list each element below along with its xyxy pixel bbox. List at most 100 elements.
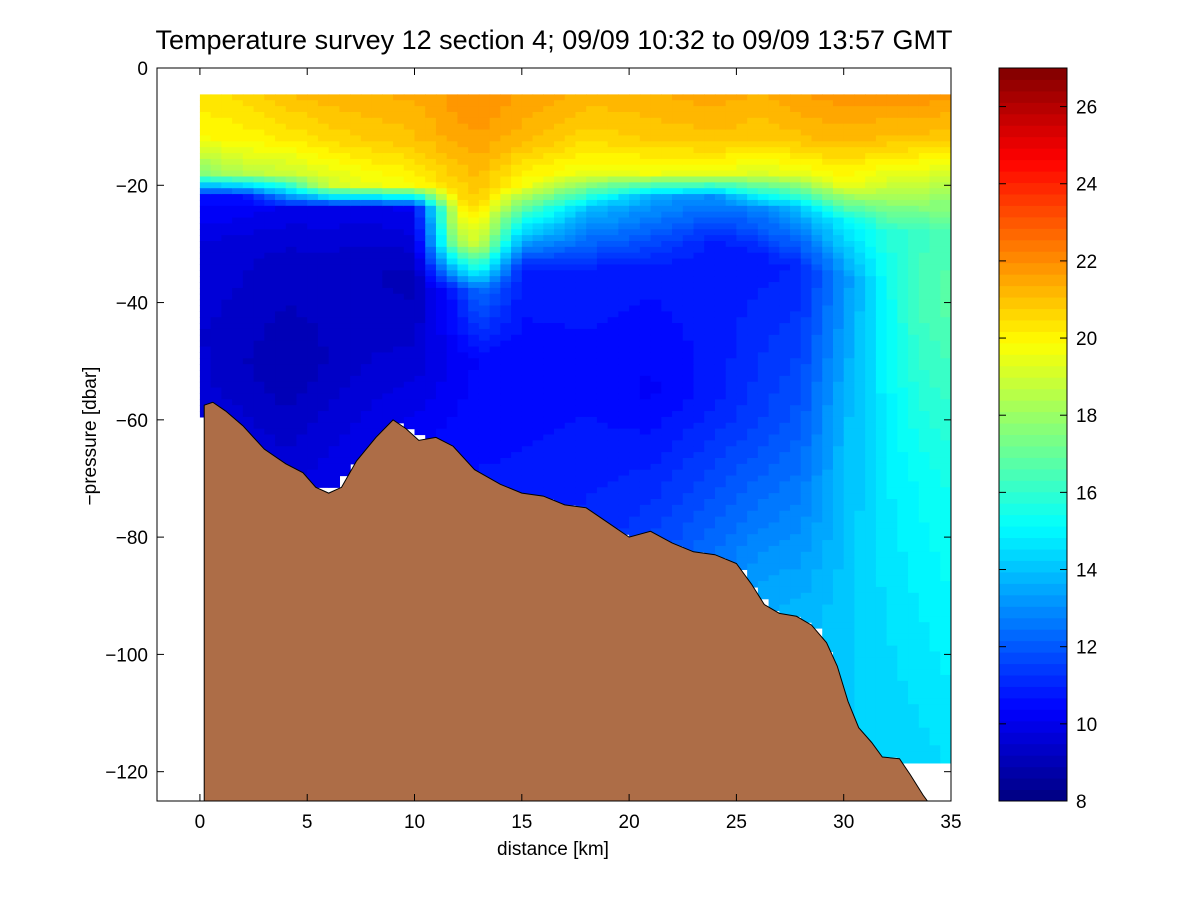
temperature-cell xyxy=(714,516,727,524)
temperature-cell xyxy=(714,123,727,131)
temperature-cell xyxy=(736,305,748,312)
temperature-cell xyxy=(693,375,705,383)
temperature-cell xyxy=(500,375,512,383)
temperature-cell xyxy=(199,370,212,377)
temperature-cell xyxy=(618,475,630,483)
temperature-cell xyxy=(661,499,673,506)
temperature-cell xyxy=(672,328,684,336)
temperature-cell xyxy=(586,422,598,430)
temperature-cell xyxy=(500,328,512,336)
temperature-cell xyxy=(875,452,888,459)
temperature-cell xyxy=(371,276,383,283)
temperature-cell xyxy=(350,141,362,148)
temperature-cell xyxy=(242,399,255,406)
temperature-cell xyxy=(328,282,341,289)
temperature-cell xyxy=(790,610,802,617)
temperature-cell xyxy=(843,510,856,518)
temperature-cell xyxy=(639,504,652,512)
temperature-cell xyxy=(232,323,244,330)
temperature-cell xyxy=(832,493,845,500)
temperature-cell xyxy=(586,493,598,500)
temperature-cell xyxy=(714,135,727,142)
temperature-cell xyxy=(403,375,416,383)
temperature-cell xyxy=(629,158,641,166)
temperature-cell xyxy=(865,610,877,617)
temperature-cell xyxy=(435,264,448,271)
temperature-cell xyxy=(360,123,373,131)
temperature-cell xyxy=(790,100,802,107)
temperature-cell xyxy=(596,276,609,283)
temperature-cell xyxy=(800,94,813,101)
temperature-cell xyxy=(350,364,362,371)
temperature-cell xyxy=(275,452,287,459)
temperature-cell xyxy=(854,622,866,629)
temperature-cell xyxy=(672,522,684,529)
temperature-cell xyxy=(650,258,662,266)
temperature-cell xyxy=(468,399,480,406)
temperature-cell xyxy=(779,598,791,606)
temperature-cell xyxy=(307,111,319,119)
temperature-cell xyxy=(350,317,362,324)
temperature-cell xyxy=(264,141,276,148)
temperature-cell xyxy=(897,381,909,389)
temperature-cell xyxy=(779,534,791,541)
temperature-cell xyxy=(757,352,770,359)
temperature-cell xyxy=(296,199,308,207)
temperature-cell xyxy=(607,434,619,441)
temperature-cell xyxy=(339,223,351,230)
temperature-cell xyxy=(285,311,298,318)
temperature-cell xyxy=(822,153,834,160)
temperature-cell xyxy=(768,229,780,236)
temperature-cell xyxy=(886,211,898,219)
temperature-cell xyxy=(317,340,330,348)
temperature-cell xyxy=(382,340,394,348)
temperature-cell xyxy=(296,405,308,412)
temperature-cell xyxy=(790,575,802,582)
temperature-cell xyxy=(339,106,351,113)
temperature-cell xyxy=(489,428,501,436)
temperature-cell xyxy=(682,223,695,230)
temperature-cell xyxy=(307,352,319,359)
temperature-cell xyxy=(854,111,866,119)
temperature-cell xyxy=(629,211,641,219)
temperature-cell xyxy=(371,141,383,148)
temperature-cell xyxy=(307,463,319,471)
temperature-cell xyxy=(693,516,705,524)
temperature-cell xyxy=(757,141,770,148)
temperature-cell xyxy=(832,170,845,178)
temperature-cell xyxy=(854,481,866,488)
temperature-cell xyxy=(682,282,695,289)
temperature-cell xyxy=(736,199,748,207)
temperature-cell xyxy=(790,358,802,365)
temperature-cell xyxy=(875,592,888,600)
temperature-cell xyxy=(800,305,813,312)
temperature-cell xyxy=(897,710,909,717)
temperature-cell xyxy=(747,393,759,400)
temperature-cell xyxy=(822,141,834,148)
temperature-cell xyxy=(543,235,555,242)
temperature-cell xyxy=(661,223,673,230)
temperature-cell xyxy=(511,328,523,336)
temperature-cell xyxy=(714,551,727,559)
temperature-cell xyxy=(736,164,748,172)
temperature-cell xyxy=(682,100,695,107)
temperature-cell xyxy=(425,229,437,236)
temperature-cell xyxy=(285,205,298,213)
temperature-cell xyxy=(661,229,673,236)
temperature-cell xyxy=(714,504,727,512)
temperature-cell xyxy=(725,323,738,330)
temperature-cell xyxy=(435,123,448,131)
temperature-cell xyxy=(908,364,920,371)
temperature-cell xyxy=(511,469,523,477)
temperature-cell xyxy=(500,393,512,400)
temperature-cell xyxy=(532,487,544,494)
temperature-cell xyxy=(790,270,802,277)
temperature-cell xyxy=(768,270,780,277)
temperature-cell xyxy=(886,481,898,488)
temperature-cell xyxy=(747,106,759,113)
temperature-cell xyxy=(865,194,877,201)
temperature-cell xyxy=(897,416,909,424)
temperature-cell xyxy=(393,405,405,412)
temperature-cell xyxy=(886,205,898,213)
temperature-cell xyxy=(457,264,469,271)
